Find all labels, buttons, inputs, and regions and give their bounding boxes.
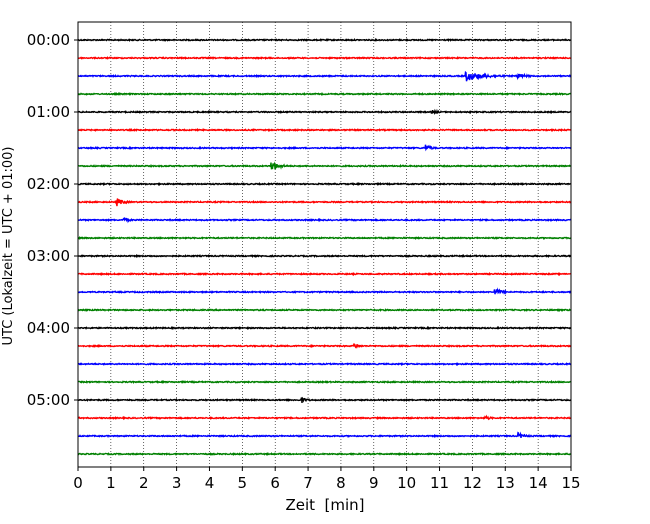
x-tick-label: 12 bbox=[463, 474, 482, 492]
trace-0015 bbox=[77, 55, 572, 61]
trace-0430 bbox=[77, 361, 572, 367]
trace-0400 bbox=[77, 325, 572, 331]
traces bbox=[77, 37, 572, 457]
y-tick-label: 05:00 bbox=[27, 391, 70, 409]
trace-0045 bbox=[77, 91, 572, 97]
trace-0530 bbox=[77, 431, 572, 439]
y-tick-label: 03:00 bbox=[27, 247, 70, 265]
trace-0130 bbox=[77, 144, 572, 152]
x-tick-label: 4 bbox=[205, 474, 215, 492]
plot-frame bbox=[77, 21, 572, 468]
trace-0115 bbox=[77, 127, 572, 133]
y-axis-label: UTC (Lokalzeit = UTC + 01:00) bbox=[1, 147, 16, 346]
y-tick-label: 02:00 bbox=[27, 175, 70, 193]
x-tick-label: 0 bbox=[73, 474, 83, 492]
trace-0300 bbox=[77, 253, 572, 259]
x-tick-label: 2 bbox=[139, 474, 149, 492]
y-tick-label: 01:00 bbox=[27, 103, 70, 121]
x-tick-label: 9 bbox=[369, 474, 379, 492]
trace-0215 bbox=[77, 198, 572, 207]
trace-0415 bbox=[77, 343, 572, 349]
y-tick-label: 00:00 bbox=[27, 31, 70, 49]
x-tick-label: 1 bbox=[106, 474, 116, 492]
x-tick-label: 6 bbox=[270, 474, 280, 492]
trace-0345 bbox=[77, 307, 572, 312]
x-axis: 0 1 2 3 4 5 6 7 8 9 10 11 12 13 14 15 bbox=[73, 467, 581, 492]
trace-0100 bbox=[77, 108, 572, 116]
x-tick-label: 7 bbox=[303, 474, 313, 492]
x-axis-label: Zeit [min] bbox=[285, 496, 364, 514]
x-tick-label: 5 bbox=[238, 474, 248, 492]
grid-lines bbox=[110, 22, 539, 467]
trace-0145 bbox=[77, 161, 572, 170]
trace-0500 bbox=[77, 396, 572, 403]
trace-0330 bbox=[77, 287, 572, 295]
x-tick-label: 3 bbox=[172, 474, 182, 492]
x-tick-label: 11 bbox=[430, 474, 449, 492]
trace-0545 bbox=[77, 452, 572, 457]
x-tick-label: 14 bbox=[529, 474, 548, 492]
trace-0445 bbox=[77, 379, 572, 385]
x-tick-label: 13 bbox=[496, 474, 515, 492]
y-axis: 00:00 01:00 02:00 03:00 04:00 05:00 bbox=[27, 31, 78, 409]
trace-0515 bbox=[77, 414, 572, 421]
x-tick-label: 8 bbox=[336, 474, 346, 492]
trace-0200 bbox=[77, 181, 572, 187]
trace-0030 bbox=[77, 70, 572, 82]
trace-0315 bbox=[77, 271, 572, 277]
x-tick-label: 10 bbox=[397, 474, 416, 492]
y-tick-label: 04:00 bbox=[27, 319, 70, 337]
x-tick-label: 15 bbox=[561, 474, 580, 492]
trace-0000 bbox=[77, 37, 572, 43]
trace-0230 bbox=[77, 217, 572, 224]
trace-0245 bbox=[77, 235, 572, 241]
